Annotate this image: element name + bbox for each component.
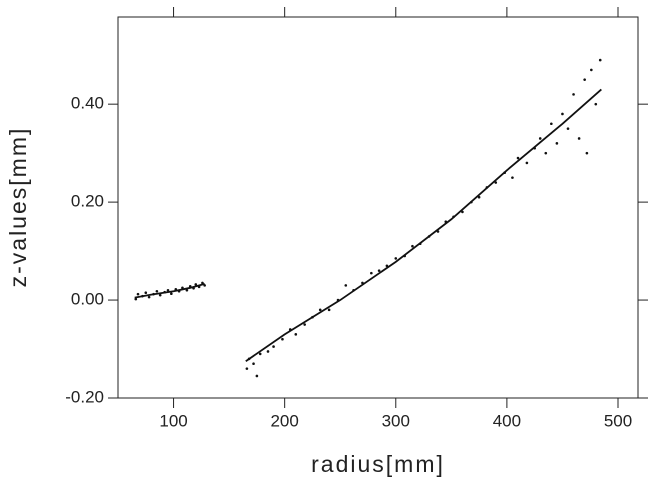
scatter-point — [385, 264, 389, 268]
scatter-point — [411, 244, 414, 248]
scatter-point — [194, 283, 198, 286]
scatter-point — [266, 350, 270, 353]
scatter-point — [147, 295, 151, 299]
scatter-point — [144, 291, 148, 295]
x-tick-label: 100 — [159, 411, 187, 430]
scatter-point — [538, 137, 542, 140]
x-tick-label: 300 — [382, 411, 410, 430]
x-tick-label: 400 — [493, 411, 521, 430]
scatter-point — [494, 181, 498, 184]
scatter-point — [294, 333, 298, 336]
scatter-point — [158, 293, 162, 297]
scatter-point — [255, 374, 259, 378]
y-tick-label: -0.20 — [65, 387, 104, 406]
scatter-point — [555, 142, 559, 145]
scatter-point — [511, 176, 514, 179]
scatter-point — [155, 289, 159, 293]
scatter-point — [136, 292, 140, 296]
fit-line — [134, 88, 602, 363]
scatter-point — [170, 292, 173, 295]
scatter-point — [394, 257, 398, 260]
scatter-point — [550, 122, 553, 126]
scatter-point — [583, 78, 586, 81]
scatter-point — [594, 102, 598, 106]
scatter-point — [585, 151, 589, 155]
scatter-point — [561, 112, 564, 116]
scatter-point — [461, 210, 464, 214]
scatter-point — [166, 288, 170, 292]
x-tick-label: 500 — [604, 411, 632, 430]
scatter-point — [258, 352, 262, 356]
scatter-point — [590, 68, 593, 72]
plot-frame — [117, 16, 639, 399]
scatter-point — [577, 137, 581, 140]
scatter-point — [525, 161, 529, 165]
scatter-point — [245, 367, 249, 370]
scatter-point — [272, 345, 275, 348]
y-tick-label: 0.00 — [71, 290, 104, 309]
scatter-point — [477, 195, 481, 199]
scatter-point — [572, 93, 575, 96]
scatter-point — [318, 308, 322, 312]
y-tick-label: 0.20 — [71, 192, 104, 211]
scatter-point — [303, 323, 306, 326]
scatter-point — [566, 127, 570, 130]
scatter-point — [598, 58, 602, 62]
y-tick-label: 0.40 — [71, 94, 104, 113]
x-axis-title: radius[mm] — [311, 451, 445, 477]
scatter-point — [252, 362, 255, 366]
y-axis-title: z-values[mm] — [5, 127, 31, 288]
scatter-point — [281, 337, 284, 341]
x-tick-label: 200 — [270, 411, 298, 430]
scatter-point — [377, 269, 381, 272]
scatter-point — [370, 271, 373, 275]
scatter-point — [185, 288, 189, 292]
scatter-point — [327, 308, 331, 312]
scatter-point — [344, 284, 348, 287]
scatter-point — [516, 156, 520, 160]
scatter-point — [544, 151, 548, 155]
